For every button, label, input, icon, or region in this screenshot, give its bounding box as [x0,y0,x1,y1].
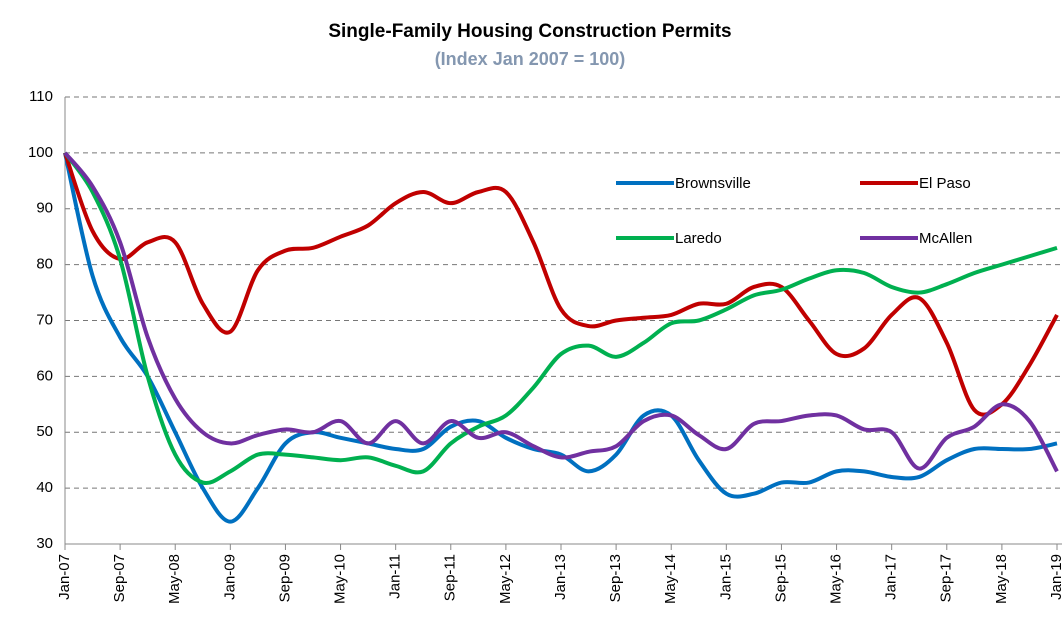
x-tick-label: Jan-19 [1048,554,1062,600]
y-tick-label: 70 [36,311,53,328]
x-tick-label: May-10 [332,554,349,604]
x-tick-label: Sep-13 [607,554,624,602]
legend-label: McAllen [919,230,972,247]
x-tick-label: May-12 [497,554,514,604]
series-line [63,152,1059,417]
legend-label: El Paso [919,175,971,192]
y-tick-label: 100 [28,144,53,161]
x-tick-label: Sep-15 [772,554,789,602]
y-tick-label: 30 [36,535,53,552]
x-tick-label: Sep-09 [276,554,293,602]
x-tick-label: Jan-09 [221,554,238,600]
x-tick-label: Sep-07 [111,554,128,602]
series-line [63,151,1059,473]
x-tick-label: May-16 [828,554,845,604]
chart-subtitle: (Index Jan 2007 = 100) [435,49,626,69]
y-tick-label: 90 [36,200,53,217]
x-tick-label: Sep-11 [442,554,459,601]
chart-title: Single-Family Housing Construction Permi… [328,21,731,42]
series-line [63,152,1058,524]
y-tick-label: 60 [36,367,53,384]
y-tick-label: 40 [36,479,53,496]
y-tick-label: 110 [29,88,53,105]
x-tick-label: May-14 [662,554,679,604]
series-line [63,151,1058,486]
x-tick-label: Jan-07 [56,554,73,600]
x-tick-label: Jan-17 [883,554,900,600]
x-tick-label: Sep-17 [938,554,955,602]
x-tick-label: May-08 [166,554,183,604]
legend-label: Brownsville [675,175,751,192]
x-tick-label: May-18 [993,554,1010,604]
y-tick-label: 50 [36,423,53,440]
legend-label: Laredo [675,230,722,247]
x-tick-label: Jan-11 [387,554,404,599]
x-tick-label: Jan-13 [552,554,569,600]
y-tick-label: 80 [36,256,53,273]
x-tick-label: Jan-15 [717,554,734,600]
